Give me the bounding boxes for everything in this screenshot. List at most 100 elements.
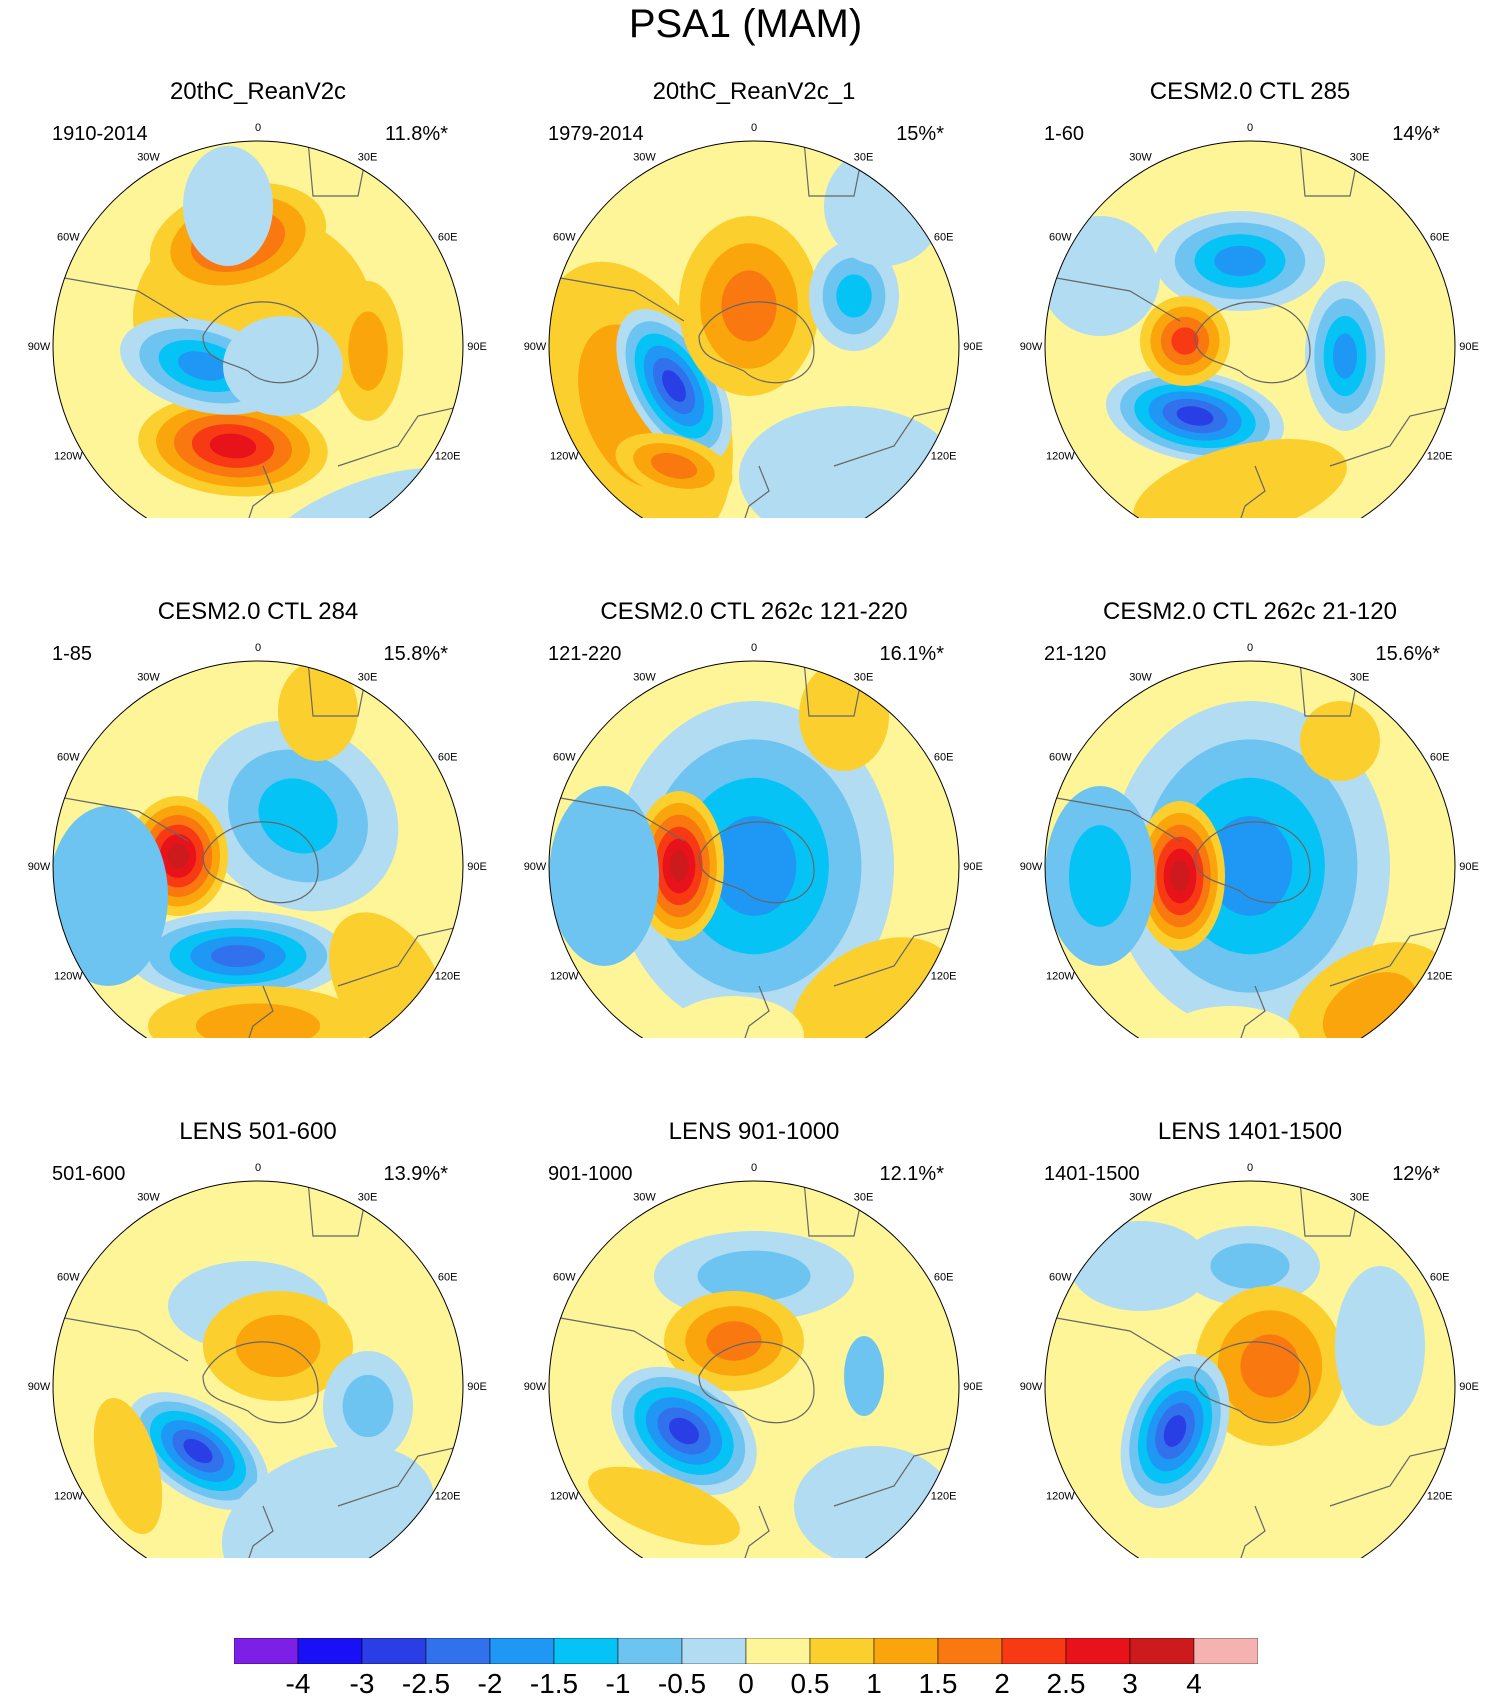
australia-coastline <box>833 925 959 987</box>
panel-period: 501-600 <box>52 1163 126 1185</box>
contour-level <box>1210 1243 1290 1289</box>
contour-level <box>1214 245 1266 277</box>
colorbar-tick-label: 4 <box>1186 1668 1202 1699</box>
panel-period: 121-220 <box>548 643 622 665</box>
contour-field <box>53 661 463 1038</box>
contour-field <box>53 141 463 518</box>
contour-level <box>342 1374 394 1438</box>
figure-title: PSA1 (MAM) <box>628 2 863 46</box>
longitude-label: 120W <box>550 971 579 983</box>
colorbar-swatch <box>937 1638 1003 1664</box>
longitude-label: 60E <box>1430 752 1450 764</box>
longitude-label: 30E <box>854 151 874 163</box>
panel-period: 21-120 <box>1044 643 1107 665</box>
panel-title: CESM2.0 CTL 284 <box>157 598 359 625</box>
contour-level <box>235 1314 321 1378</box>
contour-level <box>183 1438 213 1464</box>
longitude-label: 90W <box>1020 1381 1043 1393</box>
colorbar-swatch <box>297 1638 363 1664</box>
africa-coastline <box>307 1181 369 1237</box>
antarctica-coastline <box>698 1341 815 1424</box>
longitude-label: 60W <box>553 1272 576 1284</box>
contour-level <box>1070 1221 1210 1311</box>
panel-variance-pct: 15%* <box>896 123 944 145</box>
panel-period: 1-85 <box>52 643 93 665</box>
longitude-label: 30E <box>854 671 874 683</box>
polar-map: 030E60E90E120E150E180150W120W90W60W30W <box>1020 122 1479 518</box>
colorbar-tick-label: 0.5 <box>790 1668 830 1699</box>
longitude-label: 90W <box>524 341 547 353</box>
contour-field <box>549 1181 959 1558</box>
south-america-coastline <box>1045 1315 1181 1362</box>
panel-variance-pct: 16.1%* <box>879 643 945 665</box>
contour-level <box>1200 1476 1380 1558</box>
contour-level <box>1133 439 1347 518</box>
panel-title: LENS 501-600 <box>179 1118 337 1145</box>
antarctica-coastline <box>698 301 815 384</box>
longitude-label: 90E <box>1459 861 1479 873</box>
longitude-label: 90W <box>524 861 547 873</box>
contour-field <box>1045 141 1455 518</box>
contour-level <box>650 453 698 479</box>
colorbar-tick-label: -0.5 <box>657 1668 707 1699</box>
panel-period: 1979-2014 <box>548 123 644 145</box>
contour-level <box>1335 1266 1425 1426</box>
longitude-label: 60W <box>57 752 80 764</box>
contour-level <box>53 806 168 986</box>
polar-map: 030E60E90E120E150E180150W120W90W60W30W <box>524 1162 983 1558</box>
longitude-label: 90E <box>467 861 487 873</box>
contour-field <box>549 661 959 1038</box>
longitude-label: 90E <box>963 1381 983 1393</box>
longitude-label: 60E <box>438 232 458 244</box>
map-boundary <box>52 140 464 518</box>
colorbar-swatch <box>809 1638 875 1664</box>
colorbar-swatch <box>873 1638 939 1664</box>
colorbar-swatch <box>234 1638 299 1664</box>
colorbar-tick-label: -4 <box>285 1668 311 1699</box>
panel-title: 20thC_ReanV2c_1 <box>652 78 856 105</box>
longitude-label: 90W <box>1020 861 1043 873</box>
longitude-label: 120E <box>435 1491 461 1503</box>
south-america-coastline <box>53 795 189 842</box>
colorbar-tick-label: 3 <box>1122 1668 1138 1699</box>
longitude-label: 60W <box>1049 1272 1072 1284</box>
new-zealand-coastline <box>247 1505 274 1558</box>
contour-level <box>662 370 686 402</box>
contour-level <box>664 996 804 1038</box>
colorbar-tick-label: -1.5 <box>529 1668 579 1699</box>
longitude-label: 120E <box>1427 1491 1453 1503</box>
new-zealand-coastline <box>1239 985 1266 1038</box>
contour-level <box>721 270 777 342</box>
contour-field <box>1045 1181 1455 1558</box>
contour-level <box>669 850 689 882</box>
map-boundary <box>52 660 464 1038</box>
contour-level <box>706 1321 762 1361</box>
australia-coastline <box>833 405 959 467</box>
longitude-label: 120E <box>1427 971 1453 983</box>
africa-coastline <box>307 141 369 197</box>
contour-level <box>836 274 872 318</box>
contour-level <box>1163 1415 1187 1447</box>
longitude-label: 120E <box>931 1491 957 1503</box>
map-boundary <box>52 1180 464 1558</box>
panel-variance-pct: 12.1%* <box>879 1163 945 1185</box>
australia-coastline <box>1329 405 1455 467</box>
map-boundary <box>548 140 960 518</box>
longitude-label: 30W <box>633 151 656 163</box>
longitude-label: 90E <box>963 861 983 873</box>
longitude-label: 30E <box>1350 671 1370 683</box>
contour-level <box>1160 1006 1300 1038</box>
contour-level <box>1207 816 1293 916</box>
map-boundary <box>548 660 960 1038</box>
longitude-label: 90E <box>1459 341 1479 353</box>
contour-level <box>93 1397 163 1535</box>
longitude-label: 120E <box>435 971 461 983</box>
longitude-label: 30E <box>358 151 378 163</box>
colorbar <box>234 1638 1258 1664</box>
colorbar-swatch <box>1065 1638 1131 1664</box>
contour-level <box>167 843 189 869</box>
colorbar-swatch <box>745 1638 811 1664</box>
longitude-label: 30W <box>137 1191 160 1203</box>
australia-coastline <box>1329 925 1455 987</box>
new-zealand-coastline <box>1239 1505 1266 1558</box>
